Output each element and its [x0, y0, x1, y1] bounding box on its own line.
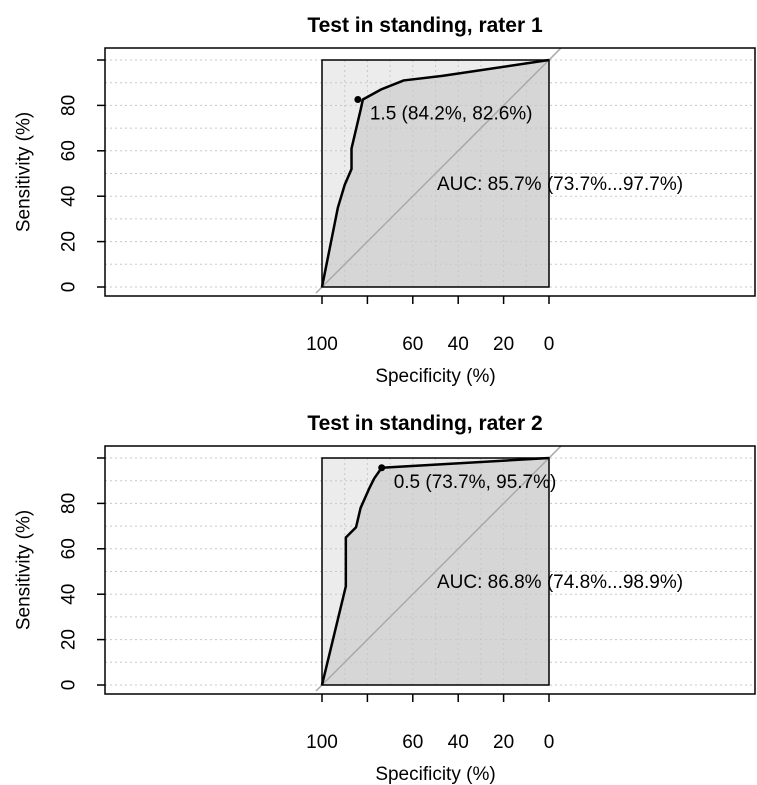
- diagonal-line: [315, 48, 563, 294]
- plot-border: [321, 59, 550, 288]
- threshold-point: [378, 464, 386, 472]
- y-tick-label: 60: [59, 538, 80, 559]
- x-tick-label: 20: [493, 334, 514, 355]
- y-tick-label: 60: [59, 140, 80, 161]
- y-tick-label: 0: [59, 680, 80, 691]
- y-tick-label: 0: [59, 282, 80, 293]
- y-tick-label: 20: [59, 231, 80, 252]
- y-axis-label: Sensitivity (%): [14, 112, 35, 232]
- plot-border: [321, 457, 550, 686]
- auc-label: AUC: 85.7% (73.7%...97.7%): [437, 174, 683, 195]
- x-tick-label: 60: [402, 334, 423, 355]
- y-tick-label: 20: [59, 629, 80, 650]
- axes-frame: [104, 47, 756, 297]
- x-tick-label: 40: [448, 732, 469, 753]
- diagonal-line: [315, 446, 563, 692]
- chart-panel-1: Test in standing, rater 1 1.5 (84.2%, 82.…: [14, 14, 756, 387]
- chart-title: Test in standing, rater 1: [307, 14, 543, 37]
- y-tick-label: 80: [59, 95, 80, 116]
- threshold-point: [354, 95, 362, 103]
- x-tick-label: 60: [402, 732, 423, 753]
- x-axis-label: Specificity (%): [375, 764, 495, 785]
- chart-panel-2: Test in standing, rater 2 0.5 (73.7%, 95.…: [14, 412, 756, 785]
- y-tick-label: 80: [59, 493, 80, 514]
- x-tick-label: 40: [448, 334, 469, 355]
- x-tick-label: 0: [544, 334, 555, 355]
- x-axis-label: Specificity (%): [375, 366, 495, 387]
- y-tick-label: 40: [59, 186, 80, 207]
- roc-curve: [320, 456, 550, 686]
- threshold-label: 1.5 (84.2%, 82.6%): [370, 103, 533, 124]
- y-axis-label: Sensitivity (%): [14, 510, 35, 630]
- y-tick-label: 40: [59, 584, 80, 605]
- grid: [105, 59, 755, 288]
- chart-title: Test in standing, rater 2: [307, 412, 542, 435]
- auc-label: AUC: 86.8% (74.8%...98.9%): [437, 572, 683, 593]
- x-tick-label: 20: [493, 732, 514, 753]
- x-tick-label: 100: [306, 334, 338, 355]
- threshold-label: 0.5 (73.7%, 95.7%): [394, 472, 557, 493]
- x-tick-label: 100: [306, 732, 338, 753]
- roc-curve: [320, 58, 550, 288]
- x-tick-label: 0: [544, 732, 555, 753]
- axes-frame: [104, 445, 756, 695]
